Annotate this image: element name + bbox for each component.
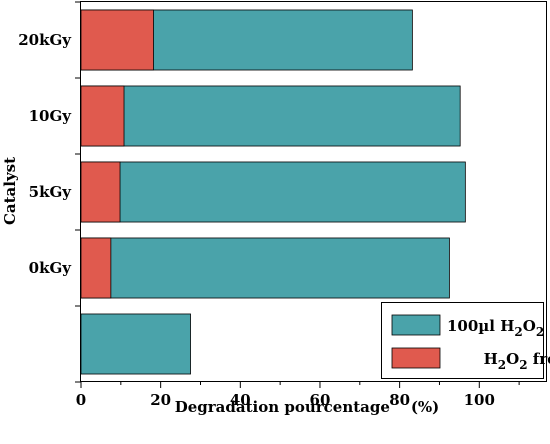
y-axis-title: Catalyst [1,157,19,225]
legend-label-100ul-h2o2: 100µl H2O2 [447,317,544,339]
y-axis: 0kGy 5kGy 10Gy 20kGy [18,1,81,383]
legend: 100µl H2O2 H2O2 free [381,302,550,379]
y-tick-label-10gy: 10Gy [29,107,73,125]
bar-h2o2-free-5kgy [80,161,121,223]
legend-swatch-h2o2-free [391,347,441,369]
x-tick-label-20: 20 [150,391,171,409]
bar-100-l-h2o2-5kgy [80,161,466,223]
legend-label-h2o2-free: H2O2 free [447,350,550,372]
bar-100-l-h2o2-0kgy [80,237,450,299]
x-axis: 0 20 40 60 80 100 [76,382,520,409]
y-tick-label-5kgy: 5kGy [29,183,73,201]
x-tick-label-100: 100 [464,391,495,409]
bar-h2o2-free-20kgy [80,9,154,71]
bar-100-l-h2o2-row0 [80,313,191,375]
bar-100-l-h2o2-10gy [80,85,461,147]
y-tick-label-20kgy: 20kGy [18,31,72,49]
legend-swatch-100ul-h2o2 [391,314,441,336]
bar-h2o2-free-10gy [80,85,125,147]
x-tick-label-60: 60 [310,391,331,409]
y-tick-label-0kgy: 0kGy [29,259,73,277]
plot-area [80,9,466,375]
plot-frame [80,1,547,382]
x-tick-label-40: 40 [230,391,251,409]
x-axis-title: Degradation pourcentage (%) [175,398,440,416]
bar-h2o2-free-0kgy [80,237,112,299]
x-tick-label-0: 0 [76,391,86,409]
x-tick-label-80: 80 [389,391,410,409]
